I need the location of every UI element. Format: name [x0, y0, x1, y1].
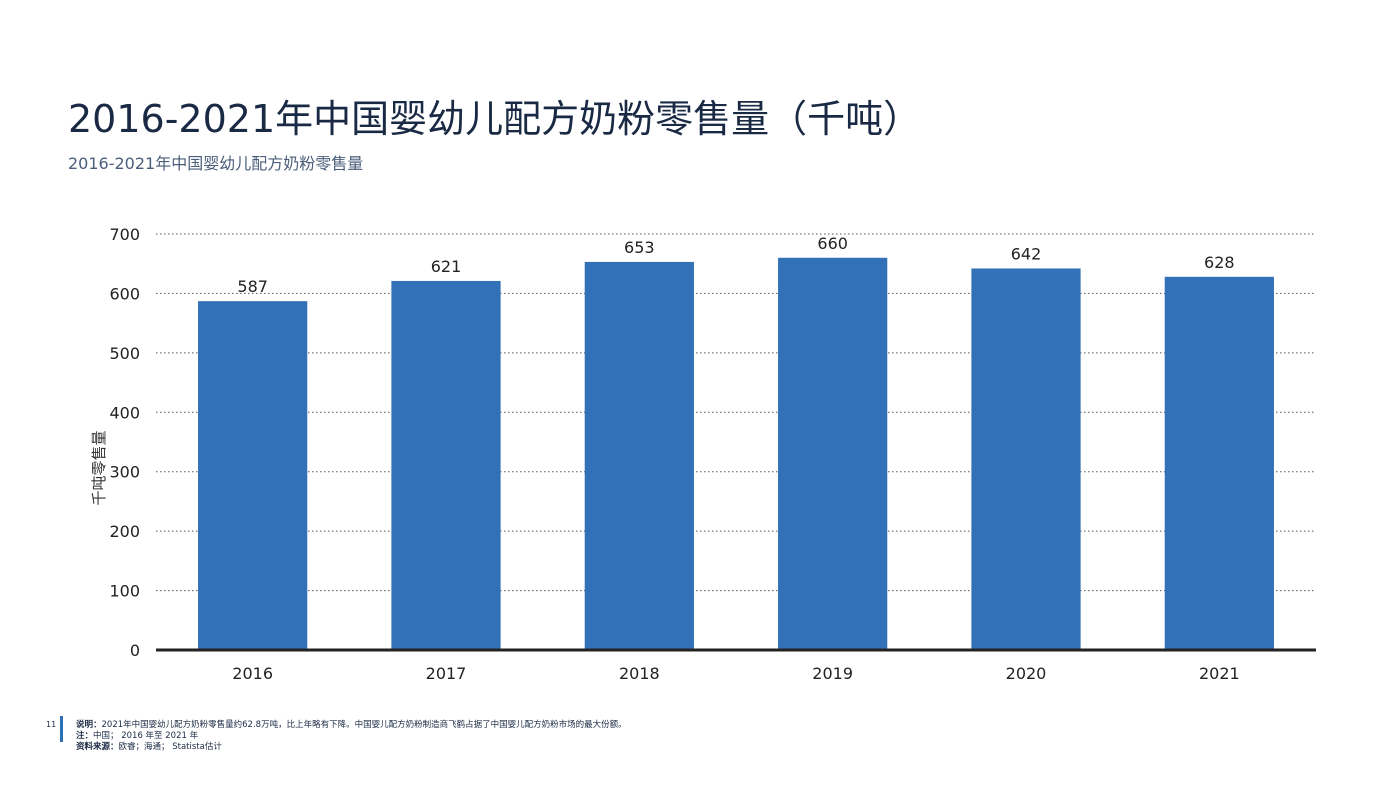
- y-axis-title: 千吨零售量: [90, 430, 108, 505]
- x-tick-label-2017: 2017: [426, 664, 467, 683]
- y-tick-label: 200: [109, 522, 140, 541]
- y-tick-label: 700: [109, 225, 140, 244]
- page-title: 2016-2021年中国婴幼儿配方奶粉零售量（千吨）: [68, 97, 922, 141]
- y-tick-label: 400: [109, 403, 140, 422]
- bar-2018: [584, 261, 694, 650]
- y-tick-label: 500: [109, 344, 140, 363]
- y-tick-label: 0: [130, 641, 140, 660]
- page-number: 11: [46, 720, 57, 729]
- data-label-2020: 642: [1011, 244, 1042, 263]
- x-tick-label-2020: 2020: [1006, 664, 1047, 683]
- note-source: 资料来源：欧睿；海通； Statista估计: [76, 742, 222, 752]
- footer-accent-bar: [60, 716, 63, 742]
- data-label-2018: 653: [624, 238, 655, 257]
- y-tick-label: 100: [109, 582, 140, 601]
- data-label-2021: 628: [1204, 253, 1235, 272]
- bar-2017: [391, 280, 501, 650]
- bar-chart: 587 621 653 660 642 628 0 100 200 300 400 500 600 70…: [90, 225, 1316, 683]
- bar-2020: [971, 268, 1081, 650]
- note-description: 说明：2021年中国婴幼儿配方奶粉零售量约62.8万吨，比上年略有下降。中国婴儿…: [76, 720, 627, 730]
- y-tick-label: 600: [109, 284, 140, 303]
- page-subtitle: 2016-2021年中国婴幼儿配方奶粉零售量: [68, 154, 364, 173]
- bar-2021: [1164, 276, 1274, 650]
- x-tick-label-2021: 2021: [1199, 664, 1240, 683]
- bar-2019: [778, 257, 888, 650]
- x-tick-label-2019: 2019: [812, 664, 853, 683]
- data-label-2016: 587: [237, 277, 268, 296]
- bar-2016: [198, 301, 308, 650]
- note-remark: 注：中国； 2016 年至 2021 年: [76, 731, 199, 741]
- grid-lines: [156, 233, 1316, 592]
- data-label-2017: 621: [431, 257, 462, 276]
- footnotes: 说明：2021年中国婴幼儿配方奶粉零售量约62.8万吨，比上年略有下降。中国婴儿…: [76, 720, 627, 753]
- bars: [198, 257, 1274, 650]
- x-tick-label-2016: 2016: [232, 664, 273, 683]
- y-tick-label: 300: [109, 463, 140, 482]
- data-label-2019: 660: [817, 234, 848, 253]
- data-labels: 587 621 653 660 642 628: [237, 234, 1234, 296]
- footer: 11 说明：2021年中国婴幼儿配方奶粉零售量约62.8万吨，比上年略有下降。中…: [0, 716, 1400, 766]
- x-tick-label-2018: 2018: [619, 664, 660, 683]
- y-tick-labels: 0 100 200 300 400 500 600 700: [109, 225, 140, 660]
- x-tick-labels: 2016 2017 2018 2019 2020 2021: [232, 664, 1239, 683]
